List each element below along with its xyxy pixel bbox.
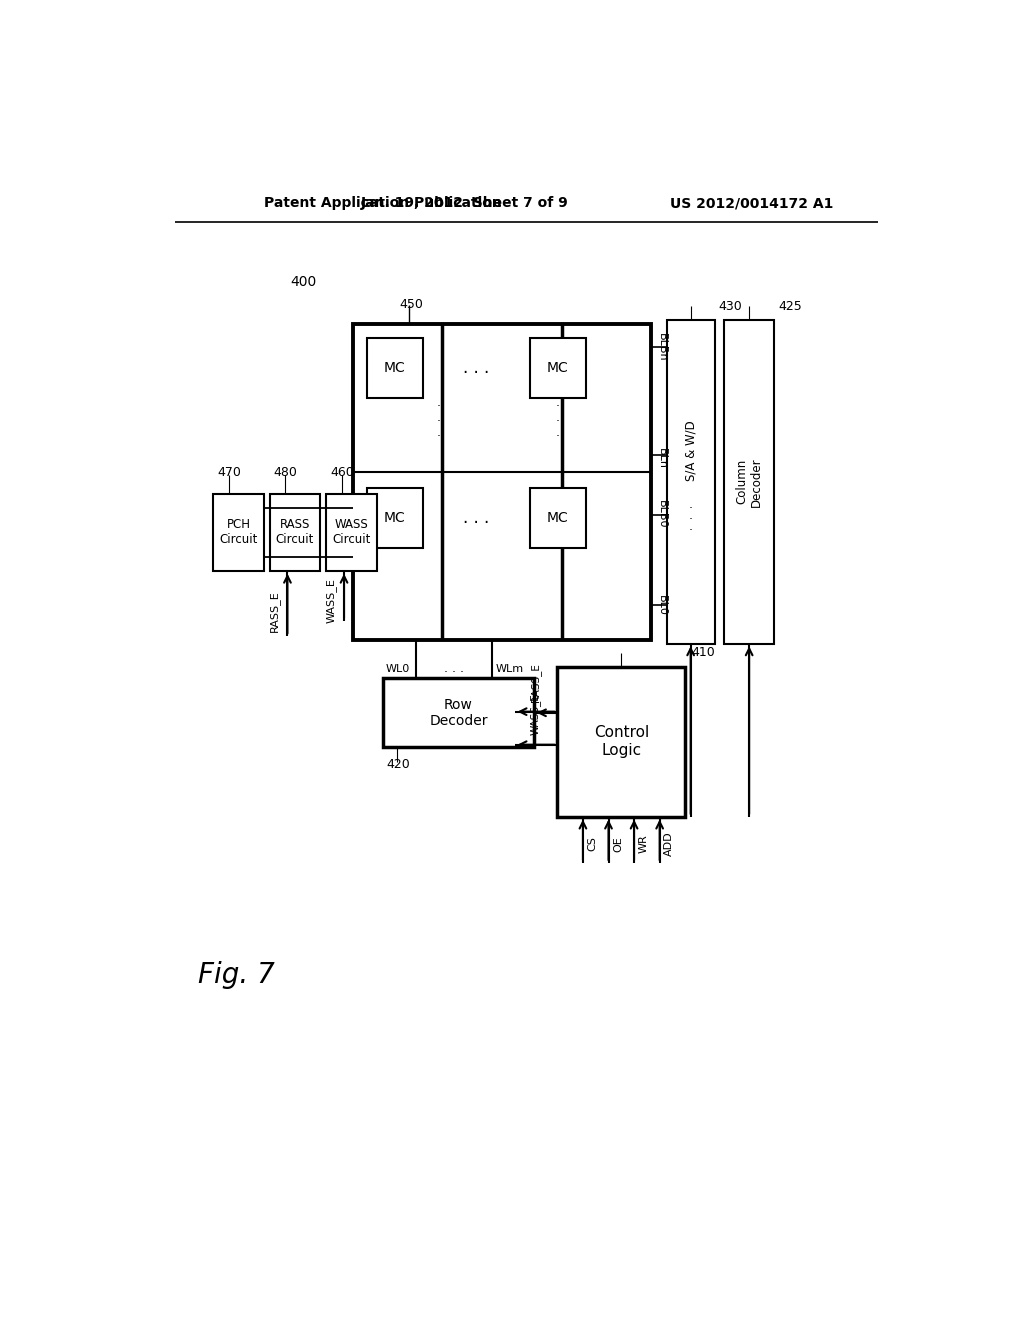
Text: 400: 400 xyxy=(291,275,317,289)
Text: 420: 420 xyxy=(387,758,411,771)
Text: . . .: . . . xyxy=(463,508,489,527)
Text: WLm: WLm xyxy=(496,664,524,675)
Text: CS: CS xyxy=(588,837,598,851)
Text: BLBn: BLBn xyxy=(657,333,668,362)
Text: ADD: ADD xyxy=(665,832,674,855)
Text: . . .: . . . xyxy=(444,663,464,676)
Bar xyxy=(270,494,321,570)
Text: MC: MC xyxy=(384,511,406,525)
Text: Jan. 19, 2012  Sheet 7 of 9: Jan. 19, 2012 Sheet 7 of 9 xyxy=(361,197,569,210)
Bar xyxy=(352,323,651,640)
Text: WASS_E: WASS_E xyxy=(530,694,541,735)
Text: .: . xyxy=(689,520,692,533)
Text: PCH
Circuit: PCH Circuit xyxy=(219,519,258,546)
Text: .
.
.: . . . xyxy=(436,396,440,438)
Text: MC: MC xyxy=(384,360,406,375)
Bar xyxy=(367,487,423,548)
Text: Fig. 7: Fig. 7 xyxy=(198,961,274,989)
Bar xyxy=(367,338,423,397)
Text: WASS_E: WASS_E xyxy=(326,578,336,623)
Text: OE: OE xyxy=(613,836,624,851)
Text: BLB0: BLB0 xyxy=(657,500,668,529)
Text: .
.
.: . . . xyxy=(556,396,560,438)
Text: RASS_E: RASS_E xyxy=(268,590,280,632)
Text: .: . xyxy=(689,510,692,523)
Bar xyxy=(557,667,685,817)
Text: BLn: BLn xyxy=(657,449,668,469)
Bar xyxy=(667,321,715,644)
Text: MC: MC xyxy=(547,511,568,525)
Text: BL0: BL0 xyxy=(657,594,668,615)
Text: 480: 480 xyxy=(273,466,298,479)
Text: Row
Decoder: Row Decoder xyxy=(429,698,487,727)
Text: . . .: . . . xyxy=(463,359,489,376)
Bar xyxy=(529,487,586,548)
Text: Column
Decoder: Column Decoder xyxy=(735,457,763,507)
Text: RASS_E: RASS_E xyxy=(530,664,541,702)
Text: .: . xyxy=(689,499,692,511)
Text: US 2012/0014172 A1: US 2012/0014172 A1 xyxy=(671,197,834,210)
Bar xyxy=(327,494,377,570)
Text: 425: 425 xyxy=(778,300,802,313)
Text: 470: 470 xyxy=(217,466,241,479)
Bar xyxy=(383,678,535,747)
Text: 430: 430 xyxy=(719,300,742,313)
Bar xyxy=(724,321,774,644)
Text: Control
Logic: Control Logic xyxy=(594,726,649,758)
Text: S/A & W/D: S/A & W/D xyxy=(684,421,697,482)
Text: 450: 450 xyxy=(399,298,423,312)
Bar xyxy=(529,338,586,397)
Text: WASS
Circuit: WASS Circuit xyxy=(333,519,371,546)
Text: WL0: WL0 xyxy=(386,664,410,675)
Text: 460: 460 xyxy=(331,466,354,479)
Text: MC: MC xyxy=(547,360,568,375)
Text: Patent Application Publication: Patent Application Publication xyxy=(263,197,502,210)
Text: RASS
Circuit: RASS Circuit xyxy=(275,519,314,546)
Text: 410: 410 xyxy=(691,647,715,659)
Text: WR: WR xyxy=(639,834,649,853)
Bar xyxy=(213,494,263,570)
